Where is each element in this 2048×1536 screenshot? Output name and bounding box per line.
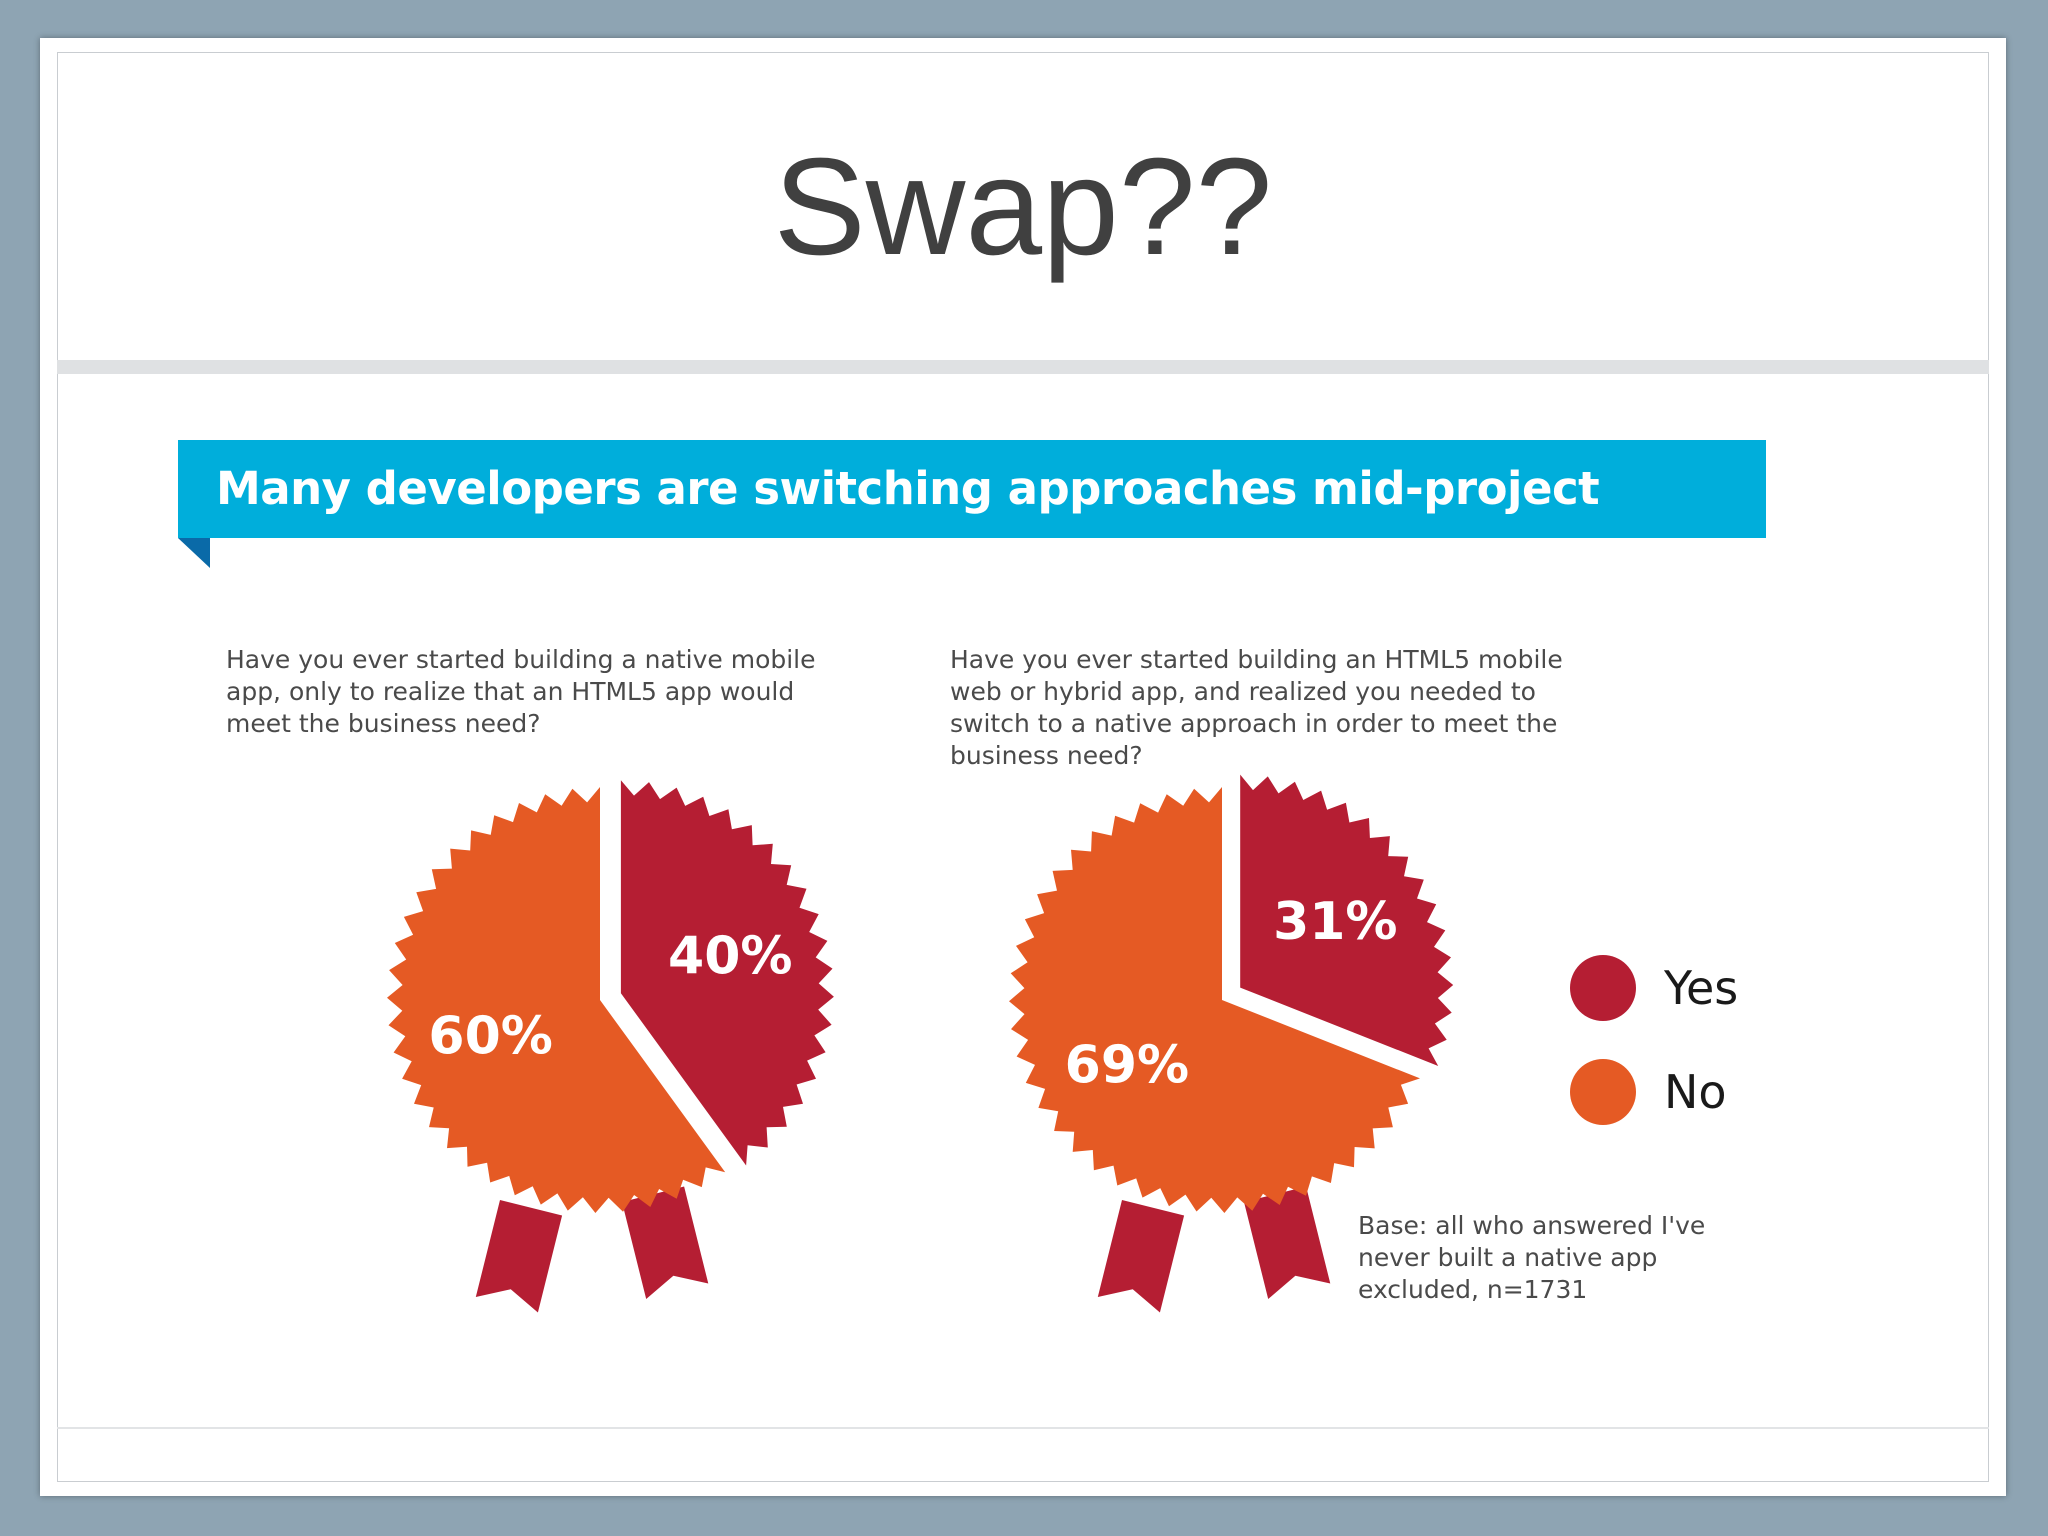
legend-no-label: No <box>1664 1065 1727 1119</box>
label-yes: 40% <box>668 927 792 987</box>
label-no: 60% <box>428 1007 552 1067</box>
legend-yes-swatch <box>1570 955 1636 1021</box>
title-divider <box>57 360 1989 374</box>
pie-chart-1: 40% 60% <box>387 780 834 1313</box>
legend-yes-label: Yes <box>1664 961 1739 1015</box>
legend-no-swatch <box>1570 1059 1636 1125</box>
question-2: Have you ever started building an HTML5 … <box>950 645 1563 770</box>
slide-border <box>57 52 1989 1482</box>
infographic-banner: Many developers are switching approaches… <box>178 440 1766 538</box>
ribbon-left <box>1097 1200 1185 1313</box>
label-yes: 31% <box>1273 892 1397 952</box>
ribbon-right <box>1244 1186 1331 1300</box>
banner-fold <box>178 538 210 568</box>
pie-chart-2: 31% 69% <box>1009 774 1454 1313</box>
slice-no <box>1009 787 1420 1213</box>
slide-title: Swap?? <box>773 130 1273 284</box>
slice-yes <box>620 780 834 1166</box>
slide: Swap?? <box>40 38 2006 1496</box>
ribbon-right <box>622 1186 709 1300</box>
slice-no <box>387 787 726 1213</box>
label-no: 69% <box>1065 1036 1189 1096</box>
base-note: Base: all who answered I've never built … <box>1358 1211 1706 1304</box>
slice-yes <box>1240 774 1454 1066</box>
footer-divider <box>57 1427 1989 1429</box>
banner-title: Many developers are switching approaches… <box>216 462 1600 515</box>
question-1: Have you ever started building a native … <box>226 645 816 738</box>
ribbon-left <box>475 1200 563 1313</box>
